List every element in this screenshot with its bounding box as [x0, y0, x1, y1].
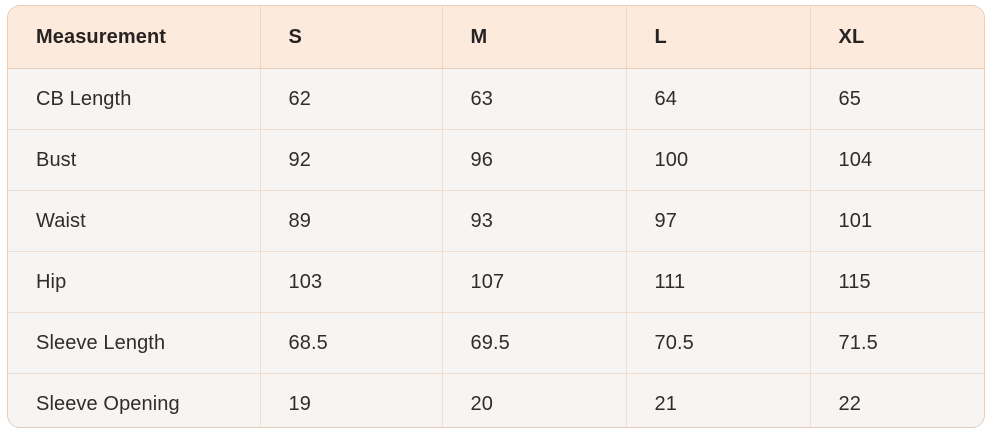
cell-xl: 101 [810, 190, 984, 252]
cell-l: 64 [626, 68, 811, 130]
table-header: Measurement S M L XL [8, 6, 984, 69]
cell-xl: 22 [810, 373, 984, 427]
size-chart-table: Measurement S M L XL CB Length 62 63 64 … [8, 6, 984, 427]
table-row: Bust 92 96 100 104 [8, 129, 984, 191]
cell-s: 92 [260, 129, 443, 191]
cell-s: 103 [260, 251, 443, 313]
cell-measurement: CB Length [8, 68, 261, 130]
cell-l: 111 [626, 251, 811, 313]
cell-xl: 71.5 [810, 312, 984, 374]
cell-xl: 104 [810, 129, 984, 191]
cell-m: 96 [442, 129, 627, 191]
size-chart-container: Measurement S M L XL CB Length 62 63 64 … [7, 5, 985, 428]
column-header-m: M [442, 6, 627, 69]
cell-measurement: Waist [8, 190, 261, 252]
cell-m: 63 [442, 68, 627, 130]
cell-xl: 65 [810, 68, 984, 130]
cell-measurement: Bust [8, 129, 261, 191]
cell-l: 100 [626, 129, 811, 191]
column-header-l: L [626, 6, 811, 69]
cell-m: 69.5 [442, 312, 627, 374]
cell-m: 93 [442, 190, 627, 252]
cell-measurement: Sleeve Opening [8, 373, 261, 427]
cell-m: 20 [442, 373, 627, 427]
cell-s: 19 [260, 373, 443, 427]
table-header-row: Measurement S M L XL [8, 6, 984, 69]
cell-l: 97 [626, 190, 811, 252]
cell-measurement: Sleeve Length [8, 312, 261, 374]
column-header-s: S [260, 6, 443, 69]
cell-s: 62 [260, 68, 443, 130]
table-row: Sleeve Opening 19 20 21 22 [8, 373, 984, 427]
cell-m: 107 [442, 251, 627, 313]
cell-xl: 115 [810, 251, 984, 313]
cell-s: 89 [260, 190, 443, 252]
cell-l: 70.5 [626, 312, 811, 374]
table-row: Hip 103 107 111 115 [8, 251, 984, 313]
table-row: Sleeve Length 68.5 69.5 70.5 71.5 [8, 312, 984, 374]
table-body: CB Length 62 63 64 65 Bust 92 96 100 104… [8, 68, 984, 427]
table-row: Waist 89 93 97 101 [8, 190, 984, 252]
column-header-measurement: Measurement [8, 6, 261, 69]
cell-measurement: Hip [8, 251, 261, 313]
cell-s: 68.5 [260, 312, 443, 374]
table-row: CB Length 62 63 64 65 [8, 68, 984, 130]
column-header-xl: XL [810, 6, 984, 69]
cell-l: 21 [626, 373, 811, 427]
